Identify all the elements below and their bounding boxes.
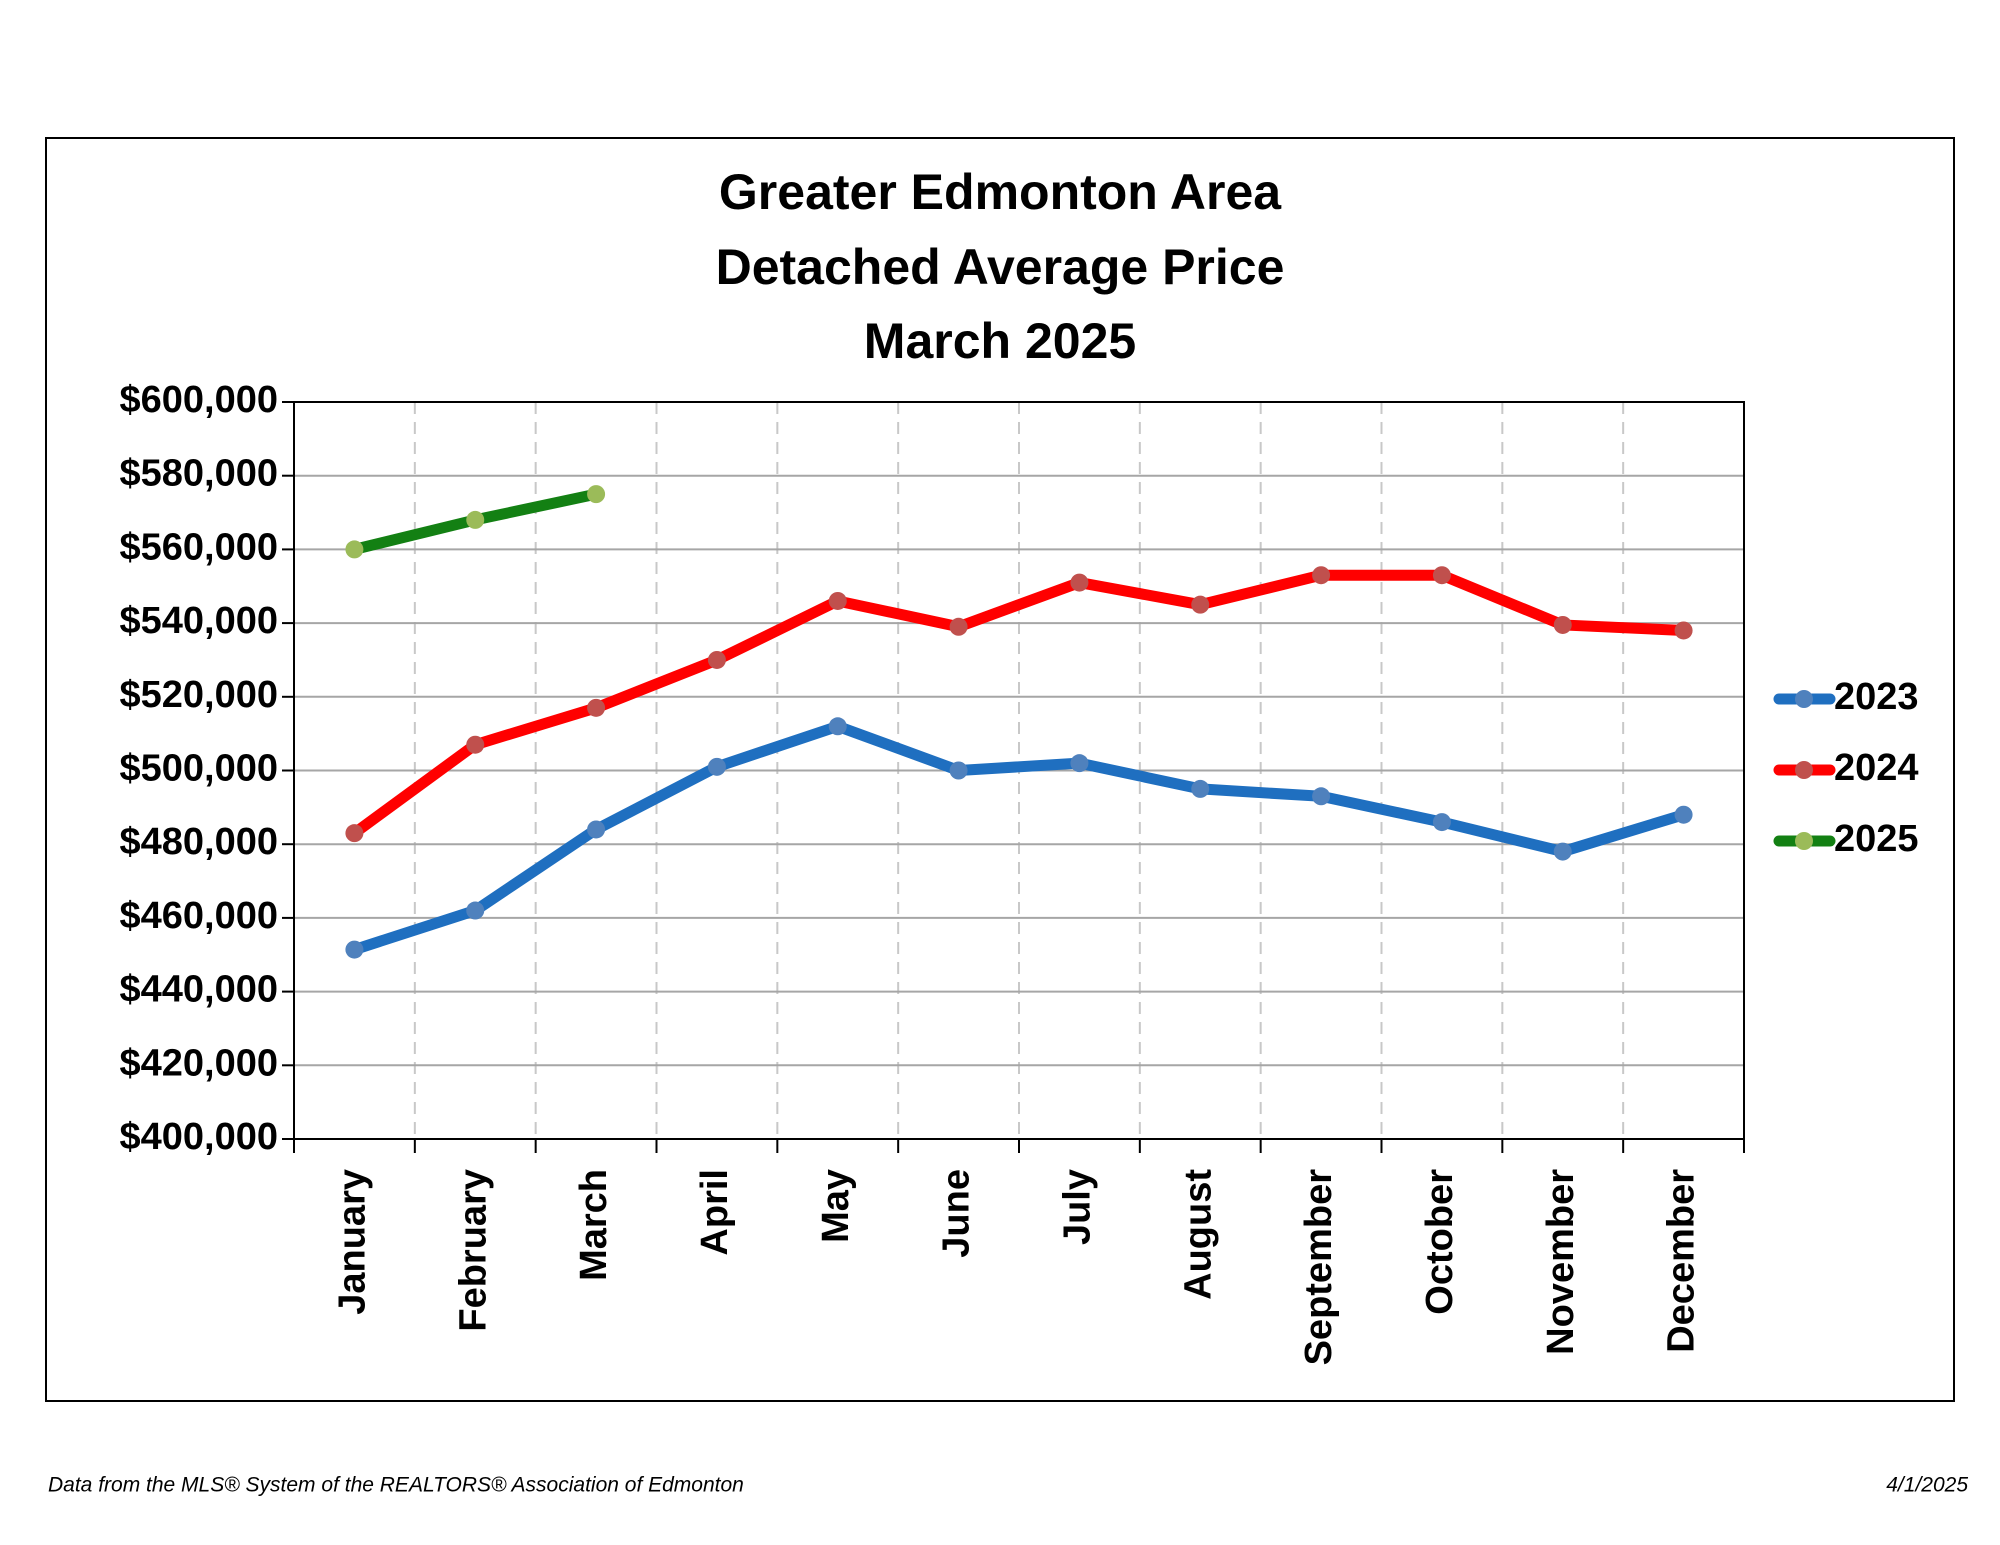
data-point: [1312, 787, 1331, 806]
data-point: [1312, 566, 1331, 585]
y-tick-label: $520,000: [120, 674, 279, 716]
legend-marker: [1795, 690, 1813, 708]
x-tick-label: May: [815, 1169, 857, 1243]
data-point: [345, 540, 364, 559]
legend-marker: [1795, 761, 1813, 779]
footer-source: Data from the MLS® System of the REALTOR…: [48, 1474, 744, 1497]
legend-item: 2024: [1773, 747, 1919, 789]
x-tick-label: September: [1298, 1169, 1340, 1366]
x-tick-label: July: [1056, 1169, 1098, 1245]
y-tick-label: $580,000: [120, 453, 279, 495]
x-tick-label: January: [331, 1169, 373, 1315]
x-tick-label: August: [1177, 1169, 1219, 1300]
y-tick-label: $540,000: [120, 600, 279, 642]
data-point: [466, 510, 485, 529]
data-point: [828, 591, 847, 610]
y-tick-label: $560,000: [120, 526, 279, 568]
x-tick-label: June: [936, 1169, 978, 1258]
legend-label: 2023: [1834, 676, 1919, 718]
x-tick-label: October: [1419, 1169, 1461, 1315]
x-tick-label: April: [694, 1169, 736, 1256]
x-tick-label: March: [573, 1169, 615, 1281]
y-tick-label: $420,000: [120, 1042, 279, 1084]
data-point: [1674, 805, 1693, 824]
data-point: [345, 824, 364, 843]
x-tick-label: December: [1661, 1169, 1703, 1353]
data-point: [1553, 842, 1572, 861]
data-point: [949, 617, 968, 636]
data-point: [587, 698, 606, 717]
data-point: [587, 485, 606, 504]
data-point: [466, 901, 485, 920]
series-line: [352, 720, 1686, 955]
chart-title: March 2025: [864, 313, 1136, 369]
y-tick-label: $480,000: [120, 821, 279, 863]
data-point: [587, 820, 606, 839]
data-point: [707, 650, 726, 669]
data-point: [1432, 566, 1451, 585]
legend-item: 2023: [1773, 676, 1919, 718]
data-point: [1070, 573, 1089, 592]
data-point: [707, 757, 726, 776]
legend-label: 2024: [1834, 747, 1919, 789]
y-tick-label: $500,000: [120, 748, 279, 790]
chart-title: Detached Average Price: [716, 239, 1285, 295]
legend-label: 2025: [1834, 818, 1919, 860]
data-point: [949, 761, 968, 780]
x-tick-label: November: [1540, 1169, 1582, 1355]
y-tick-label: $600,000: [120, 379, 279, 421]
chart-title: Greater Edmonton Area: [719, 164, 1282, 220]
data-point: [828, 717, 847, 736]
y-tick-label: $440,000: [120, 969, 279, 1011]
legend-marker: [1795, 832, 1813, 850]
data-point: [345, 940, 364, 959]
legend-item: 2025: [1773, 818, 1919, 860]
data-point: [1553, 615, 1572, 634]
data-point: [1191, 595, 1210, 614]
data-point: [1070, 754, 1089, 773]
data-point: [466, 735, 485, 754]
y-tick-label: $460,000: [120, 895, 279, 937]
footer-date: 4/1/2025: [1886, 1474, 1968, 1497]
y-tick-label: $400,000: [120, 1116, 279, 1158]
data-point: [1674, 621, 1693, 640]
data-point: [1432, 813, 1451, 832]
data-point: [1191, 779, 1210, 798]
series-line: [351, 569, 1684, 838]
x-tick-label: February: [452, 1169, 494, 1332]
